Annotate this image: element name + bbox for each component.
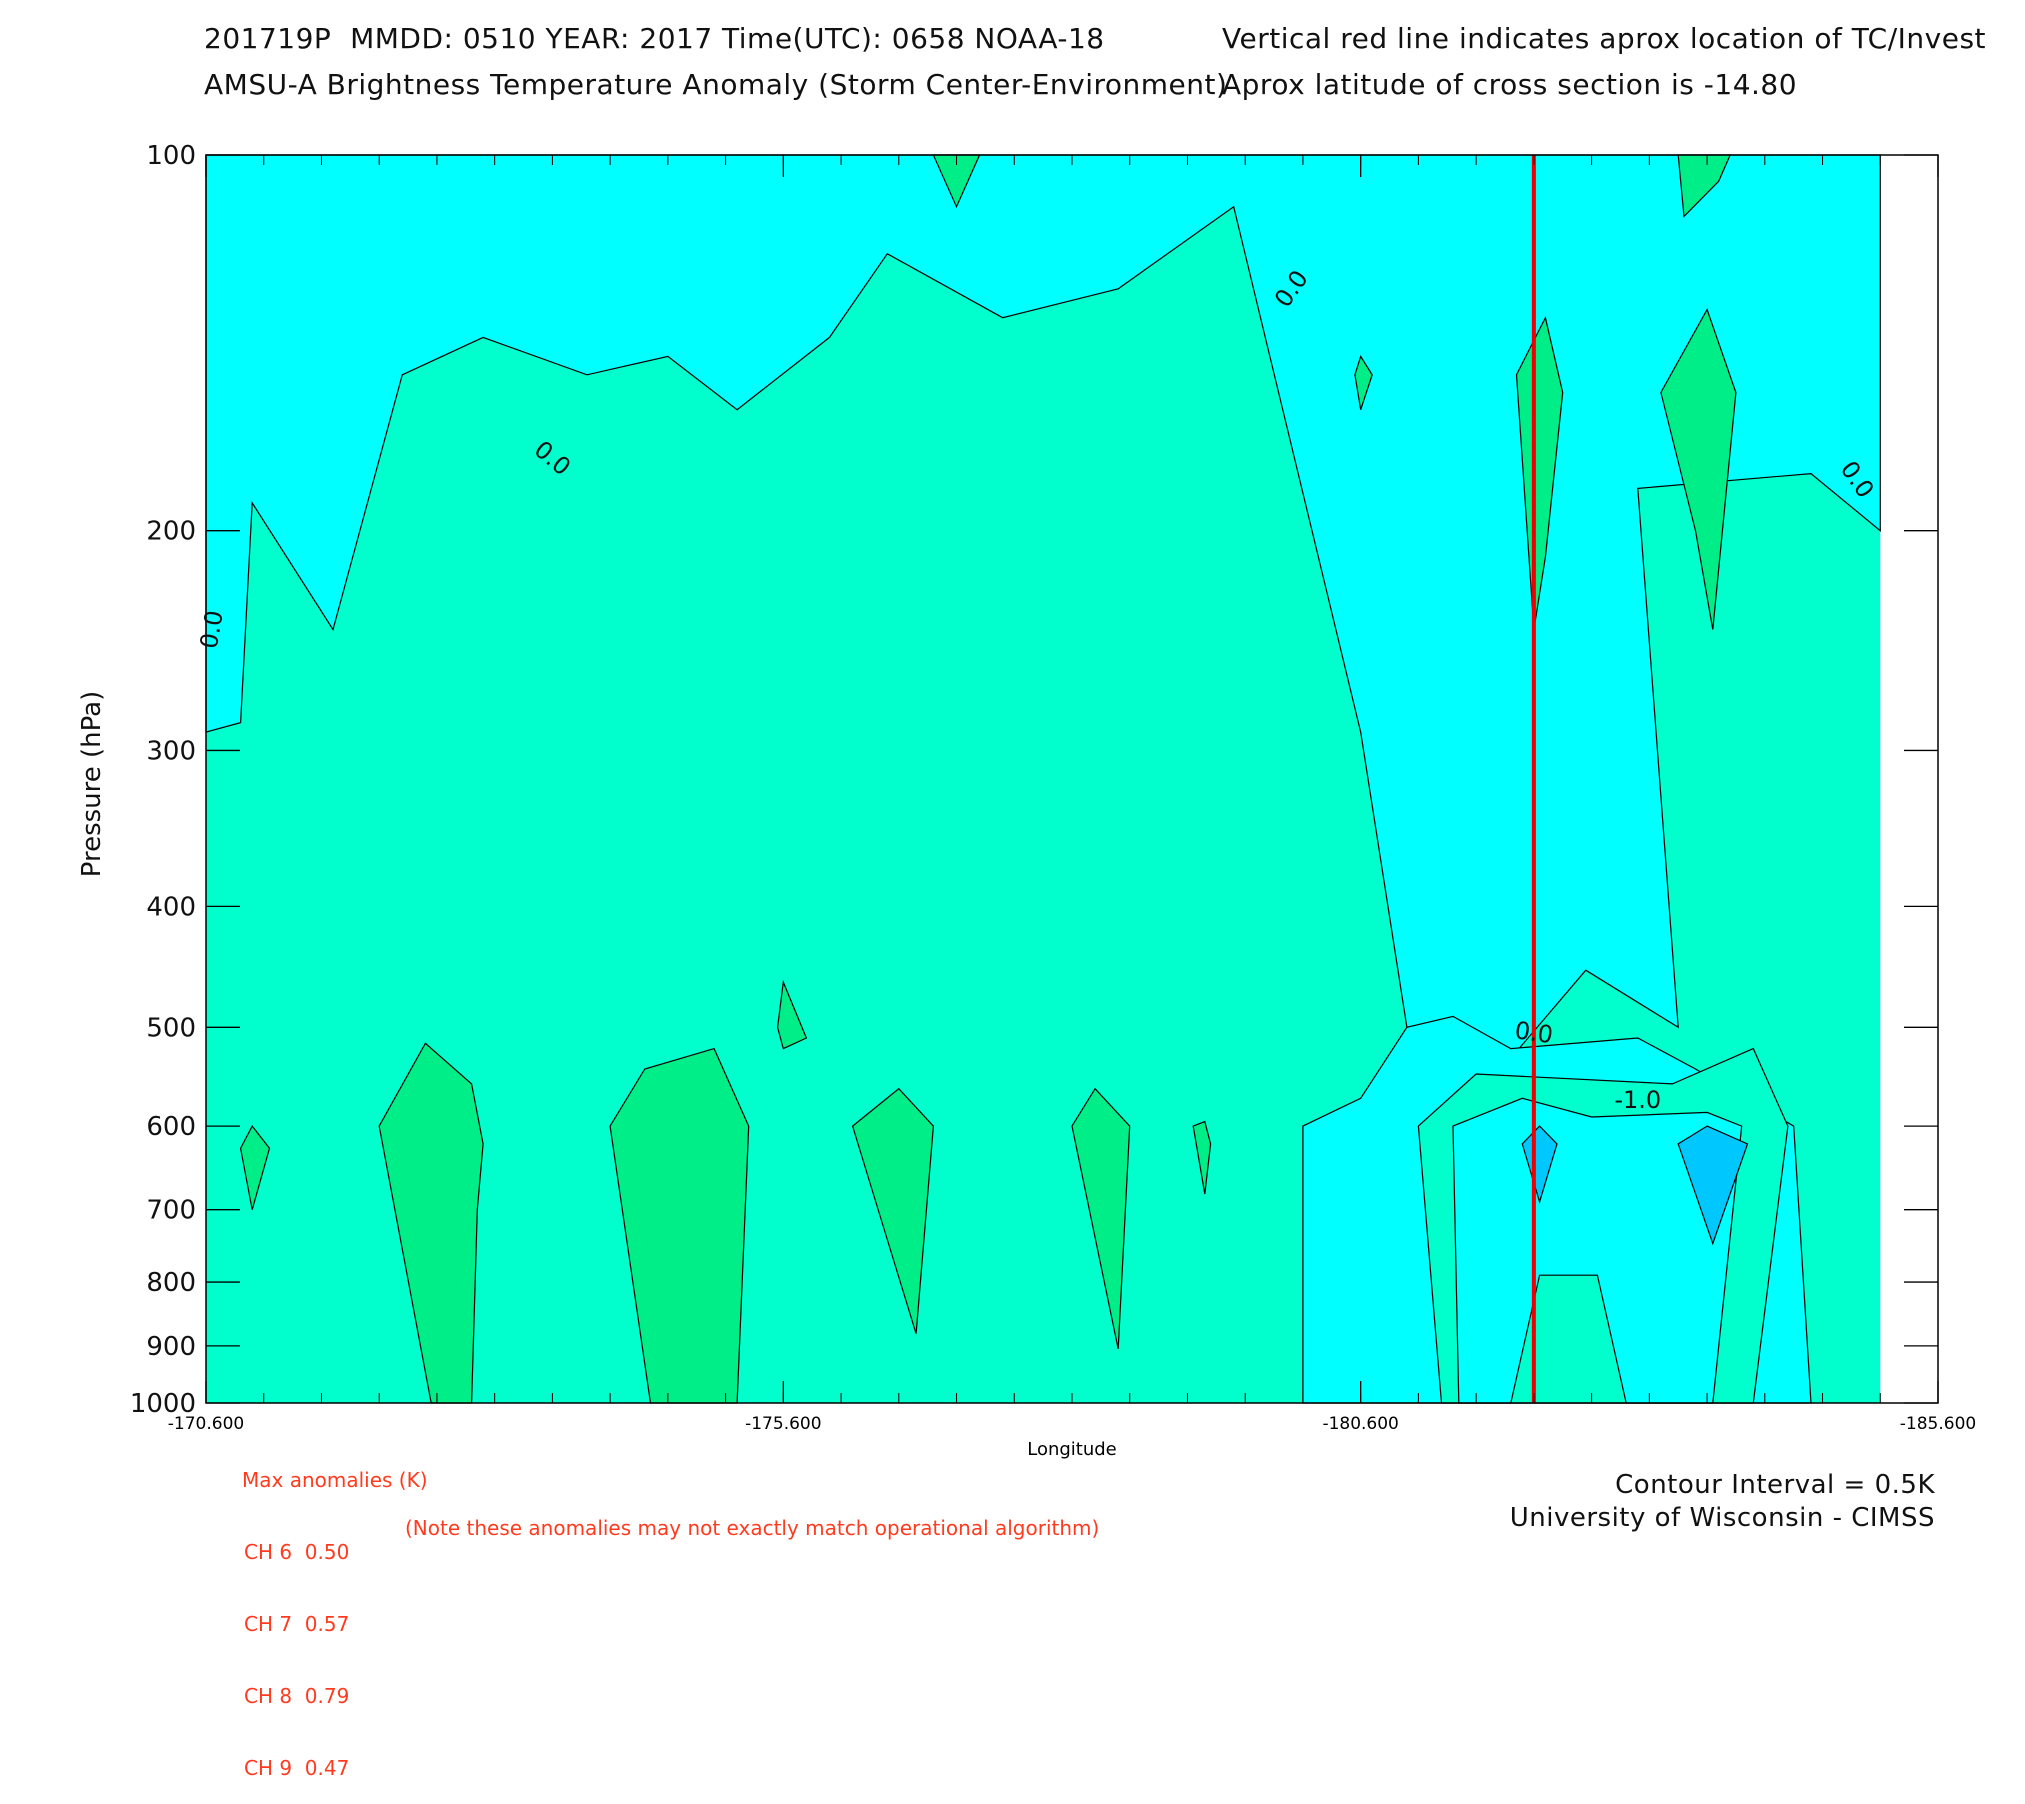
y-tick-label: 900 xyxy=(146,1332,196,1362)
y-tick-label: 700 xyxy=(146,1196,196,1226)
anomaly-note: (Note these anomalies may not exactly ma… xyxy=(405,1516,1100,1540)
x-tick-label: -170.600 xyxy=(168,1414,244,1434)
contour-interval-text: Contour Interval = 0.5K xyxy=(1615,1470,1935,1500)
max-anomaly-row: CH 6 0.50 xyxy=(244,1540,350,1564)
max-anomaly-row: CH 8 0.79 xyxy=(244,1684,350,1708)
axes xyxy=(205,154,1939,1404)
y-tick-label: 300 xyxy=(146,736,196,766)
header-line2-left: AMSU-A Brightness Temperature Anomaly (S… xyxy=(204,68,1228,101)
warm-anomaly-cell xyxy=(851,1087,935,1334)
y-tick-label: 600 xyxy=(146,1112,196,1142)
contour-label: 0.0 xyxy=(195,608,229,650)
header-line1-left: 201719P MMDD: 0510 YEAR: 2017 Time(UTC):… xyxy=(204,22,1105,55)
anomaly-fills xyxy=(205,154,1881,1404)
warm-anomaly-cell xyxy=(1515,315,1564,630)
x-tick-label: -180.600 xyxy=(1322,1414,1398,1434)
contour-label: -1.0 xyxy=(1614,1086,1661,1114)
y-tick-label: 800 xyxy=(146,1268,196,1298)
tick-labels: 0.00.00.00.00.0-1.0-170.600 -175.600 -180.… xyxy=(77,141,1976,1460)
max-anomalies-title: Max anomalies (K) xyxy=(242,1468,428,1492)
upper-negative-region xyxy=(205,154,1881,1128)
y-tick-label: 400 xyxy=(146,892,196,922)
y-tick-label: 200 xyxy=(146,517,196,547)
header-line2-right: Aprox latitude of cross section is -14.8… xyxy=(1222,68,1798,101)
warm-anomaly-cell xyxy=(1660,308,1737,630)
credit-text: University of Wisconsin - CIMSS xyxy=(1509,1503,1935,1533)
y-tick-label: 500 xyxy=(146,1013,196,1043)
warm-anomaly-cell xyxy=(1192,1120,1212,1195)
warm-anomaly-cell xyxy=(1071,1087,1131,1350)
max-anomalies-panel: Max anomalies (K) CH 6 0.50 CH 7 0.57 CH… xyxy=(242,1420,428,1804)
contour-label: 0.0 xyxy=(1513,1016,1555,1049)
x-tick-label: -175.600 xyxy=(745,1414,821,1434)
cold-core-cell xyxy=(1521,1125,1558,1204)
x-axis-title: Longitude xyxy=(1027,1439,1117,1460)
cold-core-cell xyxy=(1677,1125,1749,1246)
contour-chart: 0.00.00.00.00.0-1.0-170.600 -175.600 -180.… xyxy=(77,141,1976,1460)
warm-anomaly-cell xyxy=(239,1124,271,1210)
y-tick-label: 1000 xyxy=(130,1389,196,1419)
warm-anomaly-cell xyxy=(776,979,808,1050)
x-tick-label: -185.600 xyxy=(1900,1414,1976,1434)
warm-anomaly-cell xyxy=(1354,354,1373,410)
max-anomaly-row: CH 7 0.57 xyxy=(244,1612,350,1636)
y-tick-label: 100 xyxy=(146,141,196,171)
max-anomaly-row: CH 9 0.47 xyxy=(244,1756,350,1780)
header-line1-right: Vertical red line indicates aprox locati… xyxy=(1222,22,1987,55)
y-axis-title: Pressure (hPa) xyxy=(77,691,107,878)
